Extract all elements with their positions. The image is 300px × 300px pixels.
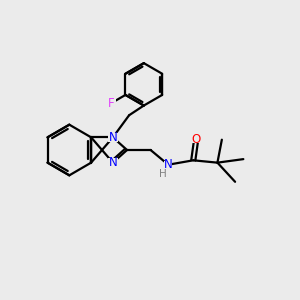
Text: N: N — [109, 131, 117, 144]
FancyBboxPatch shape — [108, 158, 118, 167]
Text: N: N — [164, 158, 172, 171]
FancyBboxPatch shape — [192, 135, 200, 143]
Text: F: F — [108, 97, 115, 110]
Text: N: N — [109, 156, 117, 169]
Text: O: O — [192, 133, 201, 146]
Text: H: H — [159, 169, 167, 178]
FancyBboxPatch shape — [108, 133, 118, 142]
FancyBboxPatch shape — [164, 160, 172, 169]
FancyBboxPatch shape — [107, 99, 116, 107]
